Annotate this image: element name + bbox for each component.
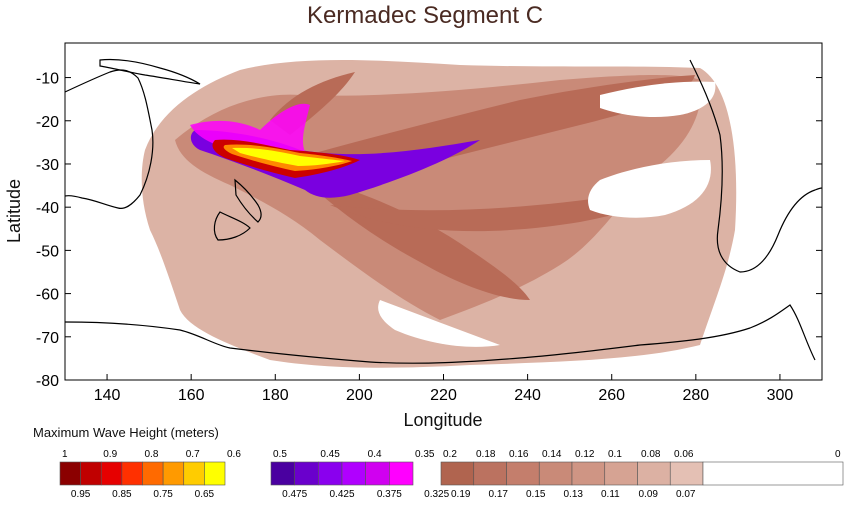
legend-swatch [162, 461, 185, 486]
legend-top-label: 0.8 [145, 449, 159, 460]
legend-swatch [389, 461, 414, 486]
legend-swatch [204, 461, 226, 486]
y-tick-label: -40 [36, 200, 59, 217]
legend-swatch [294, 461, 319, 486]
x-axis-ticks: 140 160 180 200 220 240 260 280 300 [94, 374, 794, 404]
y-axis-label: Latitude [4, 179, 24, 243]
x-tick-label: 180 [262, 387, 289, 404]
legend-swatch [341, 461, 366, 486]
legend-swatch [440, 461, 475, 486]
legend-top-label: 0.7 [186, 449, 200, 460]
color-legend: 1 0.9 0.8 0.7 0.6 0.95 0.85 0.75 0.65 0.5 0.45 0.4 0… [59, 449, 844, 500]
y-tick-label: -10 [36, 71, 59, 88]
legend-top-label: 0.16 [509, 449, 529, 460]
legend-top-label: 0.35 [415, 449, 435, 460]
wave-core-yellow [232, 147, 345, 166]
legend-top-label: 0 [835, 449, 841, 460]
legend-swatch [571, 461, 606, 486]
legend-top-label: 0.18 [476, 449, 496, 460]
legend-bottom-label: 0.375 [377, 489, 402, 500]
legend-swatch [473, 461, 507, 486]
legend-top-label: 0.9 [103, 449, 117, 460]
x-axis-label: Longitude [403, 410, 482, 430]
legend-swatch [318, 461, 343, 486]
legend-top-label: 0.45 [320, 449, 340, 460]
legend-swatch [637, 461, 671, 486]
new-zealand-south [213, 211, 251, 241]
x-tick-label: 300 [767, 387, 794, 404]
y-tick-label: -30 [36, 157, 59, 174]
x-tick-label: 260 [598, 387, 625, 404]
new-zealand-north [234, 178, 262, 223]
legend-swatch [604, 461, 638, 486]
legend-bottom-label: 0.95 [71, 489, 91, 500]
legend-swatch [702, 461, 844, 486]
x-tick-label: 220 [430, 387, 457, 404]
legend-bottom-label: 0.17 [489, 489, 509, 500]
antarctica-coast [65, 304, 816, 364]
legend-swatch [270, 461, 295, 486]
legend-swatch [365, 461, 390, 486]
wave-gap-2 [600, 81, 716, 118]
wave-gap-3 [378, 300, 500, 347]
legend-swatch [59, 461, 81, 486]
new-guinea-coast [99, 58, 201, 85]
x-tick-label: 200 [346, 387, 373, 404]
legend-title: Maximum Wave Height (meters) [33, 425, 219, 440]
legend-swatch [100, 461, 123, 486]
legend-bottom-label: 0.75 [153, 489, 173, 500]
y-tick-label: -50 [36, 243, 59, 260]
legend-top-label: 0.6 [227, 449, 241, 460]
y-axis-ticks: -10 -20 -30 -40 -50 -60 -70 -80 [36, 71, 822, 390]
wave-field [65, 58, 822, 368]
y-tick-label: -20 [36, 114, 59, 131]
wave-extent-mid [175, 75, 701, 320]
legend-bottom-label: 0.475 [282, 489, 307, 500]
y-tick-label: -60 [36, 287, 59, 304]
legend-top-label: 0.14 [542, 449, 562, 460]
wave-streak-deep-2 [300, 175, 530, 300]
x-tick-label: 140 [94, 387, 121, 404]
legend-bottom-label: 0.13 [564, 489, 584, 500]
legend-bottom-label: 0.325 [424, 489, 449, 500]
legend-bottom-label: 0.425 [329, 489, 354, 500]
wave-streak-deep-3 [330, 175, 705, 232]
legend-top-label: 0.4 [368, 449, 382, 460]
legend-swatch [669, 461, 704, 486]
legend-swatch [121, 461, 143, 486]
legend-bottom-label: 0.11 [601, 489, 620, 500]
legend-bottom-label: 0.15 [526, 489, 546, 500]
legend-swatch [142, 461, 164, 486]
legend-top-label: 0.06 [674, 449, 694, 460]
south-america-coast [689, 59, 822, 273]
legend-swatch [506, 461, 540, 486]
legend-swatch [80, 461, 102, 486]
legend-bottom-label: 0.09 [639, 489, 659, 500]
legend-swatch [183, 461, 205, 486]
legend-top-label: 0.12 [575, 449, 595, 460]
legend-bottom-label: 0.19 [451, 489, 471, 500]
x-tick-label: 280 [682, 387, 709, 404]
legend-top-label: 0.08 [641, 449, 661, 460]
x-tick-label: 160 [178, 387, 205, 404]
map-title: Kermadec Segment C [306, 2, 544, 29]
wave-gap-1 [588, 160, 711, 218]
legend-top-label: 1 [62, 449, 68, 460]
legend-top-label: 0.5 [273, 449, 287, 460]
x-tick-label: 240 [514, 387, 541, 404]
y-tick-label: -80 [36, 373, 59, 390]
legend-swatch [538, 461, 573, 486]
legend-bottom-label: 0.65 [195, 489, 215, 500]
legend-top-label: 0.1 [608, 449, 622, 460]
legend-bottom-label: 0.07 [676, 489, 696, 500]
legend-bottom-label: 0.85 [112, 489, 132, 500]
australia-coast [65, 69, 154, 210]
legend-top-label: 0.2 [443, 449, 457, 460]
y-tick-label: -70 [36, 330, 59, 347]
